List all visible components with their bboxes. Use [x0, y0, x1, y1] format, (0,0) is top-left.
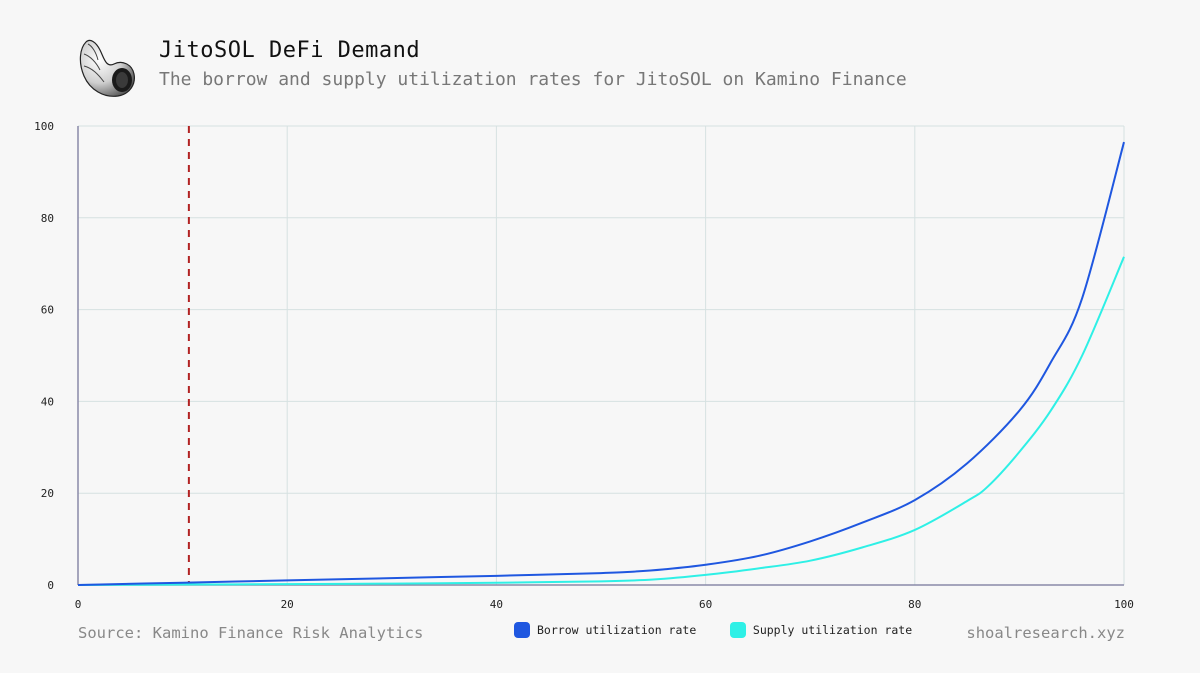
y-tick-label: 20: [41, 487, 54, 500]
y-tick-label: 0: [47, 579, 54, 592]
tick-labels: 0 20 40 60 80 100 0 20 40 60 80 100: [34, 120, 1134, 611]
x-tick-label: 0: [75, 598, 82, 611]
x-tick-label: 60: [699, 598, 712, 611]
legend-swatch-supply: [729, 622, 746, 638]
grid-lines: [78, 125, 1125, 585]
source-note: Source: Kamino Finance Risk Analytics: [78, 624, 424, 642]
legend-label-borrow: Borrow utilization rate: [537, 623, 697, 637]
chart-subtitle: The borrow and supply utilization rates …: [159, 69, 907, 90]
site-credit: shoalresearch.xyz: [966, 624, 1125, 642]
chart-title: JitoSOL DeFi Demand: [159, 38, 421, 63]
y-tick-label: 40: [41, 395, 54, 408]
chart-header: JitoSOL DeFi Demand The borrow and suppl…: [76, 34, 1176, 104]
legend-item-borrow: Borrow utilization rate: [514, 622, 696, 638]
legend-item-supply: Supply utilization rate: [729, 622, 913, 638]
legend-swatch-borrow: [514, 622, 530, 638]
x-tick-label: 40: [490, 598, 503, 611]
y-tick-label: 80: [41, 212, 54, 225]
y-tick-label: 60: [41, 304, 54, 317]
axes: [77, 126, 1124, 586]
y-tick-label: 100: [34, 120, 54, 133]
x-tick-label: 80: [908, 598, 921, 611]
supply-utilization-line: [77, 256, 1125, 586]
borrow-utilization-line: [77, 141, 1125, 586]
x-tick-label: 20: [281, 598, 294, 611]
chart-legend: Borrow utilization rate Supply utilizati…: [514, 622, 936, 642]
shell-icon: [79, 39, 135, 97]
x-tick-label: 100: [1114, 598, 1134, 611]
series-lines: [77, 141, 1125, 586]
legend-label-supply: Supply utilization rate: [752, 623, 913, 637]
